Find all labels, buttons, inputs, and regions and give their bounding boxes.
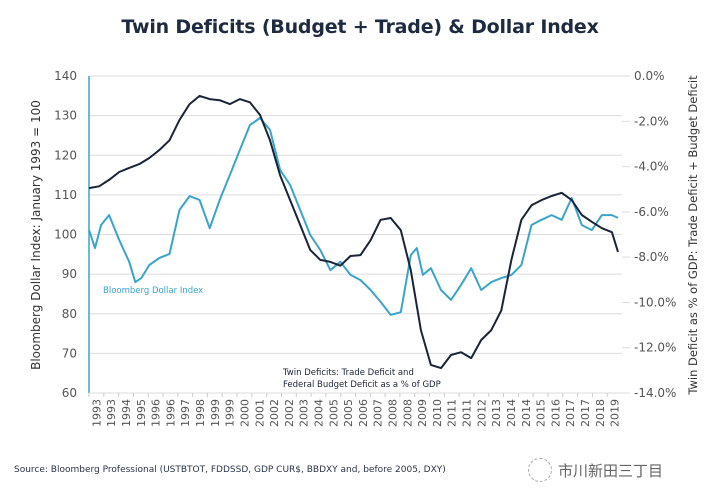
y-tick-label-left: 110 (54, 188, 77, 202)
x-tick-label: 2013 (490, 399, 503, 427)
x-tick-label: 2005 (342, 399, 355, 427)
x-tick-label: 2011 (461, 399, 474, 427)
x-tick-label: 2006 (357, 399, 370, 427)
axes (88, 76, 622, 397)
wechat-logo-icon (528, 458, 552, 482)
x-tick-label: 2002 (283, 399, 296, 427)
x-tick-label: 2001 (253, 399, 266, 427)
y-tick-label-left: 130 (54, 109, 77, 123)
y-tick-label-right: -12.0% (634, 341, 676, 355)
y-axis-label-left: Bloomberg Dollar Index: January 1993 = 1… (29, 100, 43, 370)
x-tick-label: 2007 (372, 399, 385, 427)
x-tick-label: 2019 (609, 399, 622, 427)
x-tick-label: 2008 (387, 399, 400, 427)
x-tick-label: 2017 (579, 399, 592, 427)
x-tick-label: 2002 (268, 399, 281, 427)
y-tick-label-right: 0.0% (634, 69, 665, 83)
annotation-dollar: Bloomberg Dollar Index (103, 286, 203, 296)
x-tick-label: 2017 (564, 399, 577, 427)
x-tick-label: 1994 (120, 399, 133, 427)
y-tick-label-right: -6.0% (634, 205, 669, 219)
source-note: Source: Bloomberg Professional (USTBTOT,… (14, 465, 446, 475)
x-tick-label: 1999 (209, 399, 222, 427)
x-tick-label: 1998 (194, 399, 207, 427)
y-tick-label-left: 70 (62, 346, 77, 360)
x-tick-label: 1996 (164, 399, 177, 427)
y-tick-label-right: -14.0% (634, 386, 676, 400)
x-tick-label: 2003 (298, 399, 311, 427)
x-tick-label: 1995 (135, 399, 148, 427)
y-tick-label-left: 140 (54, 69, 77, 83)
chart-title: Twin Deficits (Budget + Trade) & Dollar … (121, 16, 599, 38)
watermark-text: 市川新田三丁目 (558, 461, 664, 480)
x-tick-label: 2012 (475, 399, 488, 427)
grid (89, 75, 630, 394)
x-tick-label: 2005 (327, 399, 340, 427)
x-tick-label: 2016 (549, 399, 562, 427)
y-tick-label-left: 90 (62, 267, 77, 281)
x-tick-label: 2014 (505, 399, 518, 427)
x-tick-label: 2004 (312, 399, 325, 427)
x-tick-label: 1996 (150, 399, 163, 427)
x-tick-label: 1999 (224, 399, 237, 427)
x-tick-label: 2008 (401, 399, 414, 427)
x-tick-label: 2011 (446, 399, 459, 427)
x-tick-label: 2018 (594, 399, 607, 427)
watermark: 市川新田三丁目 (528, 458, 663, 482)
x-tick-label: 1993 (90, 399, 103, 427)
y-tick-label-right: -4.0% (634, 160, 669, 174)
annotation-deficit-line1: Twin Deficits: Trade Deficit and (282, 368, 414, 378)
x-tick-label: 1997 (179, 399, 192, 427)
tick-labels: 140 130 120 110 100 90 80 70 60 0.0% -2.0% -4.0% -6.… (54, 69, 676, 427)
y-tick-label-right: -2.0% (634, 114, 669, 128)
dollar-index-line (88, 117, 619, 316)
y-tick-label-left: 60 (62, 386, 77, 400)
series-lines (88, 94, 619, 370)
x-tick-label: 1993 (105, 399, 118, 427)
x-tick-label: 2010 (431, 399, 444, 427)
twin-deficit-line (88, 94, 619, 370)
y-tick-label-right: -10.0% (634, 295, 676, 309)
annotation-deficit-line2: Federal Budget Deficit as a % of GDP (283, 380, 441, 390)
y-tick-label-left: 120 (54, 148, 77, 162)
y-axis-label-right: Twin Deficit as % of GDP: Trade Deficit … (686, 75, 700, 396)
y-tick-label-left: 80 (62, 307, 77, 321)
y-tick-label-right: -8.0% (634, 250, 669, 264)
x-tick-label: 2015 (535, 399, 548, 427)
x-tick-label: 2000 (238, 399, 251, 427)
x-tick-label: 2014 (520, 399, 533, 427)
x-tick-label: 2009 (416, 399, 429, 427)
y-tick-label-left: 100 (54, 228, 77, 242)
